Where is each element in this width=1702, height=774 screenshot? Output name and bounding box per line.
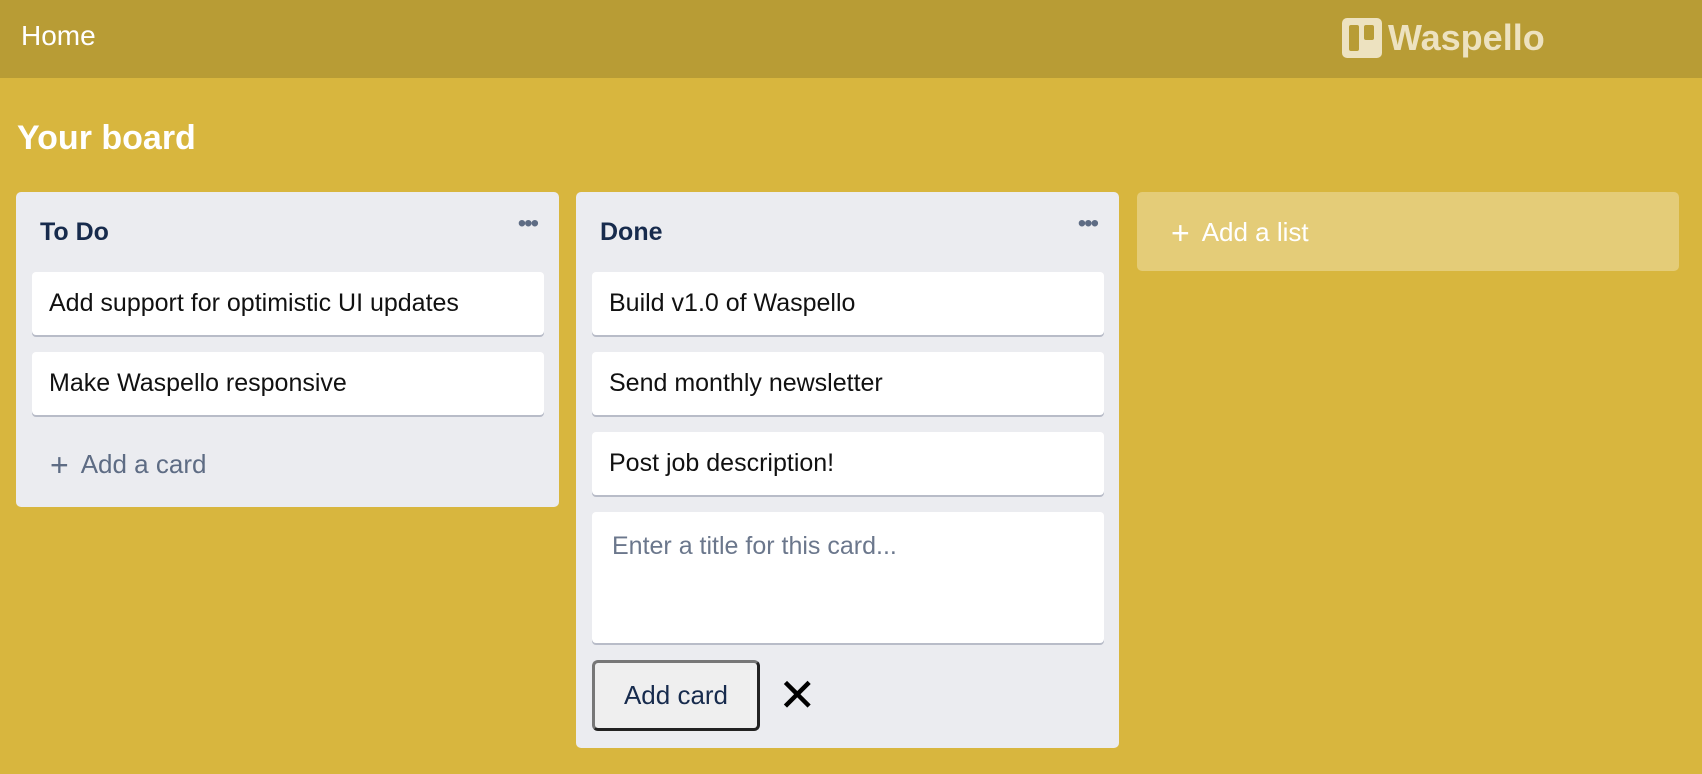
plus-icon: + [1171,215,1190,251]
plus-icon: + [50,447,69,483]
card[interactable]: Build v1.0 of Waspello [592,272,1104,335]
list-to-do: To Do ••• Add support for optimistic UI … [16,192,559,507]
list-menu-icon[interactable]: ••• [517,210,539,237]
add-list-button[interactable]: + Add a list [1137,192,1679,271]
card[interactable]: Send monthly newsletter [592,352,1104,415]
board-icon [1342,18,1382,58]
card[interactable]: Post job description! [592,432,1104,495]
add-card-label: Add a card [80,449,207,479]
card[interactable]: Make Waspello responsive [32,352,544,415]
board-title: Your board [17,119,196,157]
add-list-label: Add a list [1201,217,1309,247]
list-menu-icon[interactable]: ••• [1077,210,1099,237]
card-title-input[interactable] [592,512,1104,643]
home-link[interactable]: Home [21,20,96,51]
close-icon[interactable]: ✕ [778,669,817,721]
add-card-button[interactable]: + Add a card [50,447,206,484]
top-bar: Home Waspello [0,0,1702,78]
brand-name: Waspello [1388,17,1545,58]
list-title: To Do [40,218,109,246]
list-done: Done ••• Build v1.0 of Waspello Send mon… [576,192,1119,748]
brand-logo: Waspello [1342,17,1545,59]
list-title: Done [600,218,663,246]
add-card-submit-button[interactable]: Add card [592,660,760,731]
card[interactable]: Add support for optimistic UI updates [32,272,544,335]
